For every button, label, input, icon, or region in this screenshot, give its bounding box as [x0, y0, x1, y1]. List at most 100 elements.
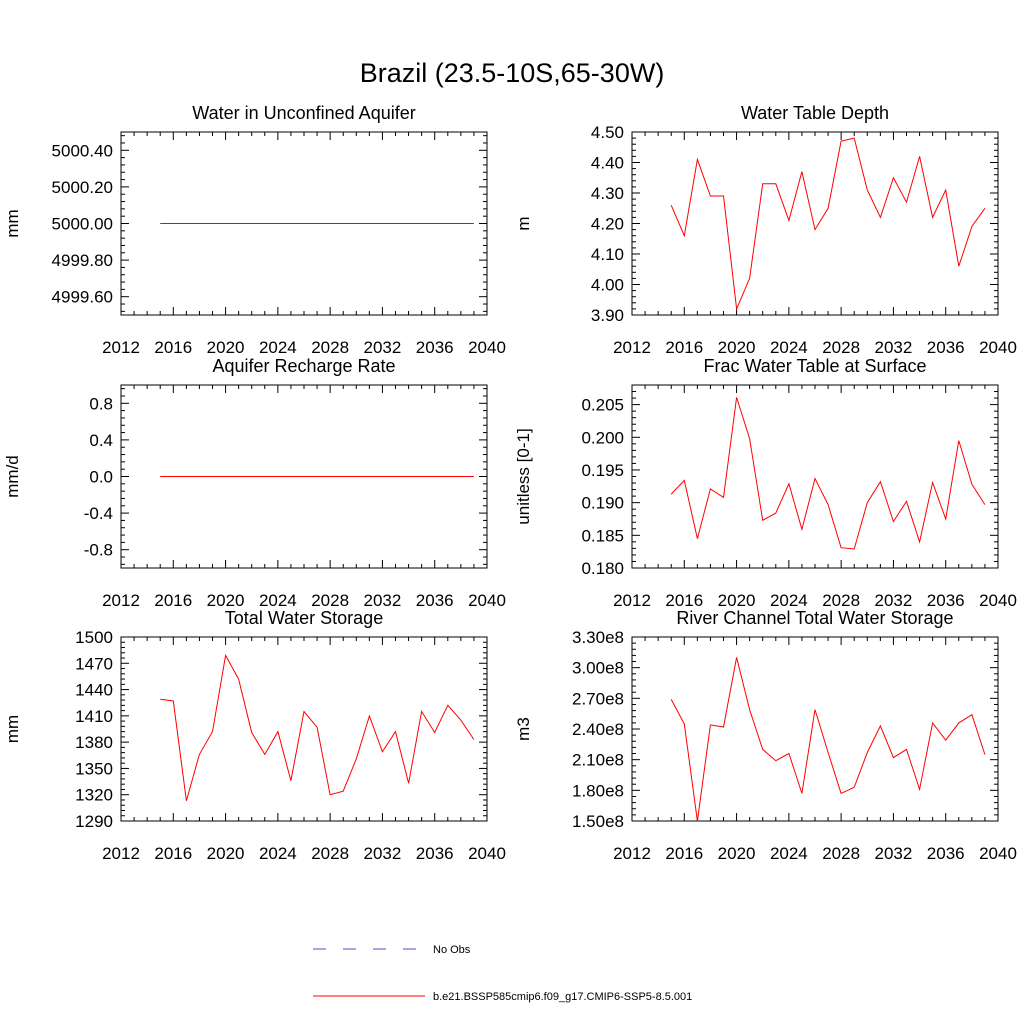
x-tick-label: 2020 [207, 338, 245, 357]
y-axis-label-frac-water-table-at-surface: unitless [0-1] [514, 428, 533, 524]
panel-title-river-channel-total-water-storage: River Channel Total Water Storage [676, 608, 953, 628]
x-tick-label: 2028 [311, 844, 349, 863]
x-tick-label: 2036 [927, 591, 965, 610]
y-tick-label: 1440 [75, 681, 113, 700]
series-line-river-channel-total-water-storage [670, 657, 986, 822]
y-tick-label: 2.10e8 [572, 751, 624, 770]
x-tick-label: 2040 [468, 591, 506, 610]
y-tick-label: 3.00e8 [572, 659, 624, 678]
plot-frame-river-channel-total-water-storage [631, 636, 999, 822]
x-tick-label: 2028 [822, 844, 860, 863]
x-tick-label: 2016 [665, 338, 703, 357]
y-tick-label: 0.200 [581, 428, 624, 447]
x-tick-label: 2028 [311, 338, 349, 357]
panel-title-frac-water-table-at-surface: Frac Water Table at Surface [703, 356, 926, 376]
x-tick-label: 2032 [364, 591, 402, 610]
panel-total-water-storage: Total Water Storage mm 2012 2016 2020 2024 202… [3, 608, 506, 863]
x-tick-label: 2032 [364, 844, 402, 863]
y-tick-label: 2.40e8 [572, 720, 624, 739]
y-axis-label-aquifer-recharge-rate: mm/d [3, 455, 22, 498]
x-tick-label: 2024 [770, 591, 808, 610]
panel-aquifer-recharge-rate: Aquifer Recharge Rate mm/d 2012 2016 2020 202… [3, 356, 506, 610]
x-tick-label: 2016 [154, 338, 192, 357]
y-tick-label: 4.50 [591, 123, 624, 142]
panel-title-aquifer-recharge-rate: Aquifer Recharge Rate [212, 356, 395, 376]
x-tick-label: 2016 [665, 591, 703, 610]
y-tick-label: 4999.60 [52, 288, 113, 307]
x-tick-label: 2024 [259, 591, 297, 610]
x-tick-label: 2016 [154, 591, 192, 610]
panel-river-channel-total-water-storage: River Channel Total Water Storage m3 2012 2… [514, 608, 1017, 863]
y-axis-label-total-water-storage: mm [3, 715, 22, 743]
y-axis-label-water-table-depth: m [514, 216, 533, 230]
x-tick-label: 2036 [927, 844, 965, 863]
y-tick-label: 0.190 [581, 494, 624, 513]
y-tick-label: 1320 [75, 786, 113, 805]
x-tick-label: 2040 [468, 844, 506, 863]
x-tick-label: 2036 [927, 338, 965, 357]
series-line-frac-water-table-at-surface [670, 397, 986, 550]
y-tick-label: 1470 [75, 654, 113, 673]
x-tick-label: 2012 [613, 591, 651, 610]
y-tick-label: 0.4 [89, 431, 113, 450]
series-line-water-table-depth [670, 137, 986, 311]
y-tick-label: 0.0 [89, 468, 113, 487]
y-axis-label-water-in-unconfined-aquifer: mm [3, 209, 22, 237]
x-tick-label: 2028 [822, 591, 860, 610]
x-tick-label: 2020 [207, 591, 245, 610]
y-axis-label-river-channel-total-water-storage: m3 [514, 717, 533, 741]
x-tick-label: 2012 [102, 338, 140, 357]
x-tick-label: 2028 [311, 591, 349, 610]
y-tick-label: 1.50e8 [572, 812, 624, 831]
x-tick-label: 2032 [875, 591, 913, 610]
x-tick-label: 2012 [102, 591, 140, 610]
y-tick-label: 0.180 [581, 559, 624, 578]
y-tick-label: 5000.00 [52, 215, 113, 234]
x-tick-label: 2012 [613, 338, 651, 357]
panels-group: Water in Unconfined Aquifer mm 2012 2016 202… [3, 103, 1017, 863]
y-tick-label: 4.20 [591, 215, 624, 234]
x-tick-label: 2032 [364, 338, 402, 357]
x-tick-label: 2032 [875, 338, 913, 357]
panel-title-water-in-unconfined-aquifer: Water in Unconfined Aquifer [192, 103, 415, 123]
y-tick-label: 5000.40 [52, 141, 113, 160]
x-tick-label: 2040 [468, 338, 506, 357]
x-tick-label: 2040 [979, 591, 1017, 610]
y-tick-label: 5000.20 [52, 178, 113, 197]
y-tick-label: 0.185 [581, 526, 624, 545]
y-tick-label: 1380 [75, 733, 113, 752]
x-tick-label: 2020 [718, 844, 756, 863]
x-tick-label: 2032 [875, 844, 913, 863]
x-tick-label: 2024 [770, 338, 808, 357]
panel-frac-water-table-at-surface: Frac Water Table at Surface unitless [0-1… [514, 356, 1017, 610]
figure-title: Brazil (23.5-10S,65-30W) [360, 58, 665, 88]
y-tick-label: -0.8 [84, 541, 113, 560]
x-tick-label: 2024 [259, 338, 297, 357]
panel-title-water-table-depth: Water Table Depth [741, 103, 889, 123]
x-tick-label: 2036 [416, 844, 454, 863]
plot-frame-frac-water-table-at-surface [631, 384, 999, 569]
panel-title-total-water-storage: Total Water Storage [225, 608, 383, 628]
x-tick-label: 2016 [665, 844, 703, 863]
x-tick-label: 2024 [770, 844, 808, 863]
y-tick-label: 4999.80 [52, 251, 113, 270]
y-tick-label: 1350 [75, 759, 113, 778]
y-tick-label: 4.10 [591, 245, 624, 264]
series-line-total-water-storage [160, 653, 475, 801]
legend-label-model-run: b.e21.BSSP585cmip6.f09_g17.CMIP6-SSP5-8.… [433, 991, 692, 1003]
y-tick-label: 3.90 [591, 306, 624, 325]
x-tick-label: 2012 [102, 844, 140, 863]
legend-label-no-obs: No Obs [433, 944, 471, 956]
x-tick-label: 2028 [822, 338, 860, 357]
y-tick-label: -0.4 [84, 504, 113, 523]
y-tick-label: 3.30e8 [572, 628, 624, 647]
x-tick-label: 2036 [416, 338, 454, 357]
y-tick-label: 4.30 [591, 184, 624, 203]
x-tick-label: 2020 [718, 338, 756, 357]
x-tick-label: 2012 [613, 844, 651, 863]
panel-water-table-depth: Water Table Depth m 2012 2016 2020 2024 2028 20… [514, 103, 1017, 357]
y-tick-label: 0.205 [581, 396, 624, 415]
x-tick-label: 2016 [154, 844, 192, 863]
x-tick-label: 2020 [718, 591, 756, 610]
